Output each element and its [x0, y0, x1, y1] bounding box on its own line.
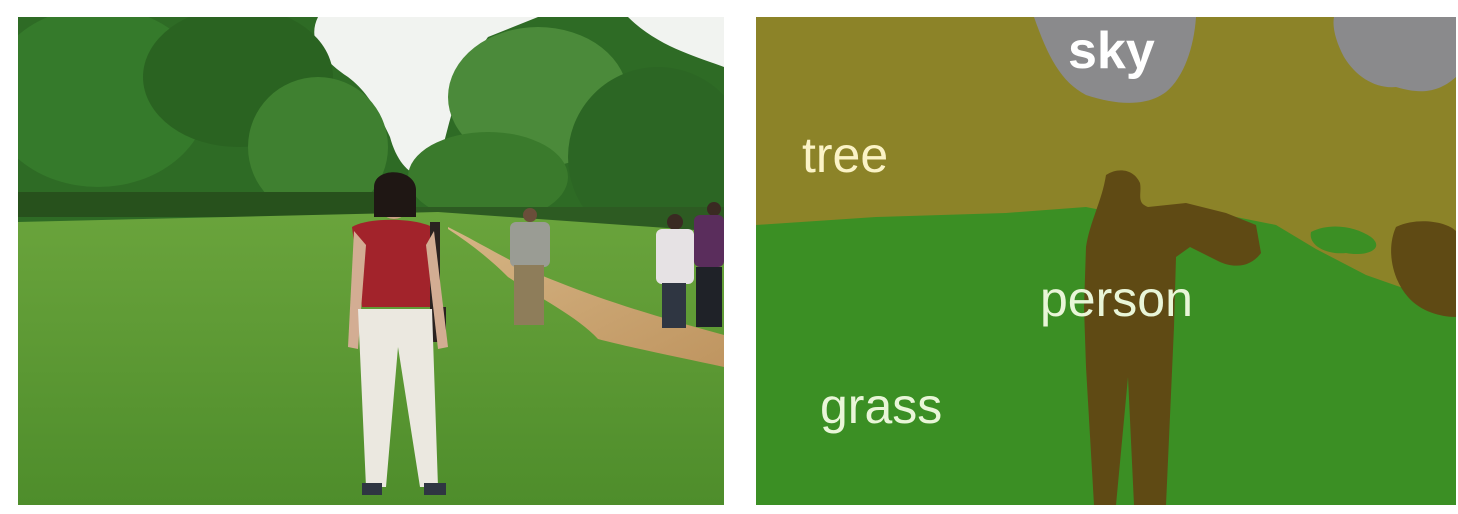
photo-walker-purple-shirt: [694, 202, 724, 327]
label-grass: grass: [820, 378, 943, 434]
label-sky: sky: [1068, 22, 1155, 80]
photo-woman: [348, 172, 448, 495]
seg-region-sky: [1034, 17, 1196, 103]
seg-region-person-main: [1084, 170, 1261, 505]
photo-trees: [18, 17, 724, 257]
seg-region-sky-right: [1333, 17, 1456, 92]
photo-walker-white-shirt: [656, 214, 694, 328]
label-tree: tree: [802, 127, 889, 183]
scene-photo-illustration: [18, 17, 724, 505]
seg-region-person-right: [1391, 221, 1456, 317]
label-person: person: [1040, 271, 1193, 327]
photo-walker-grey-shirt: [510, 208, 550, 325]
photo-path: [448, 227, 724, 367]
scene-photo: [18, 17, 724, 505]
seg-region-grass-patch: [1310, 226, 1377, 255]
segmentation-illustration: [756, 17, 1456, 505]
segmentation-map: sky tree person grass: [756, 17, 1456, 505]
